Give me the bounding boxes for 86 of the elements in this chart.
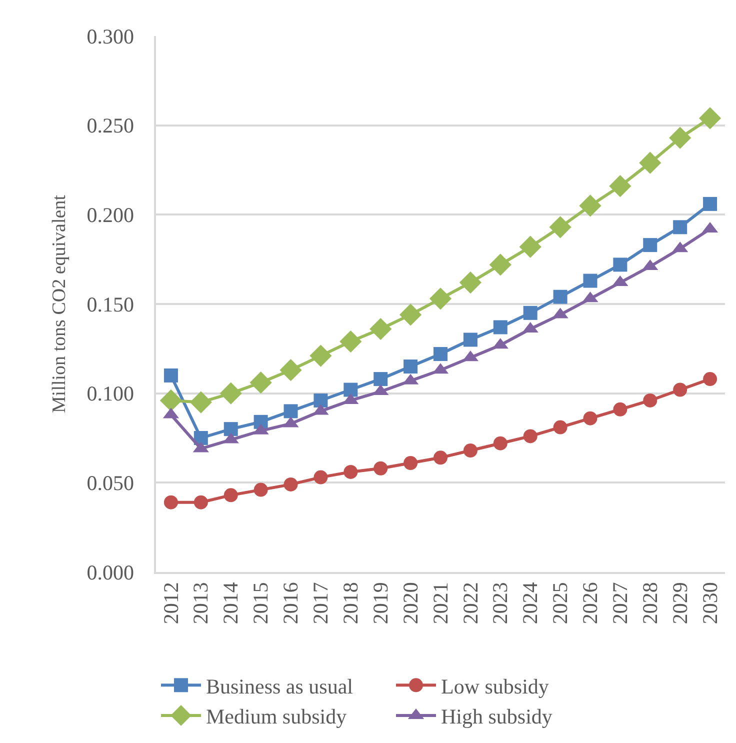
point (374, 372, 388, 386)
point (579, 194, 602, 217)
point (254, 482, 268, 497)
point (609, 175, 632, 198)
x-tick-label: 2018 (338, 582, 362, 624)
point (643, 393, 658, 408)
x-tick-label: 2026 (578, 582, 602, 624)
point (280, 359, 302, 382)
point (314, 393, 328, 408)
point (164, 495, 178, 510)
point (613, 402, 628, 416)
point (370, 318, 392, 340)
point (463, 332, 478, 347)
point (463, 444, 478, 458)
y-tick-label: 0.200 (86, 203, 134, 228)
point (519, 236, 542, 258)
y-axis-title: Million tons CO2 equivalent (49, 194, 70, 413)
x-tick-label: 2019 (368, 582, 392, 624)
point (344, 464, 358, 479)
point (314, 470, 328, 484)
point (583, 274, 598, 288)
point (224, 488, 238, 502)
point (404, 360, 418, 374)
x-tick-label: 2020 (398, 582, 422, 624)
point (284, 477, 298, 492)
point (703, 372, 718, 386)
point (220, 382, 242, 404)
point (190, 391, 212, 414)
point (703, 196, 718, 211)
point (250, 372, 272, 394)
point (284, 404, 298, 418)
y-tick-label: 0.000 (86, 560, 134, 584)
y-tick-label: 0.150 (86, 292, 134, 316)
point (613, 258, 628, 272)
point (429, 288, 452, 310)
x-tick-label: 2030 (698, 582, 722, 624)
point (643, 238, 658, 252)
point (549, 216, 572, 238)
x-tick-label: 2025 (548, 582, 572, 624)
x-tick-label: 2023 (488, 582, 512, 624)
y-tick-label: 0.300 (86, 24, 134, 48)
point (669, 126, 692, 149)
point (523, 429, 538, 444)
x-tick-label: 2027 (608, 582, 632, 624)
point (194, 495, 208, 510)
y-tick-label: 0.050 (86, 471, 134, 496)
point (493, 320, 508, 334)
x-tick-label: 2016 (278, 582, 303, 624)
x-tick-label: 2021 (428, 582, 452, 624)
point (340, 330, 362, 353)
point (493, 436, 508, 450)
y-tick-label: 0.250 (86, 114, 134, 138)
point (164, 368, 178, 382)
y-tick-label: 0.100 (86, 382, 134, 406)
legend-label: Business as usual (206, 674, 354, 698)
x-tick-label: 2017 (308, 582, 333, 624)
x-tick-label: 2014 (218, 582, 243, 624)
x-tick-label: 2022 (458, 582, 482, 624)
point (374, 461, 388, 476)
legend-label: High subsidy (441, 704, 553, 729)
point (698, 107, 722, 130)
point (523, 306, 538, 320)
point (673, 382, 688, 397)
point (673, 220, 688, 234)
point (459, 272, 482, 294)
x-tick-label: 2015 (248, 582, 273, 624)
point (583, 411, 598, 426)
point (310, 344, 332, 367)
point (160, 389, 182, 412)
point (553, 290, 568, 304)
x-tick-label: 2013 (188, 582, 213, 624)
x-tick-label: 2029 (668, 582, 692, 624)
point (639, 152, 662, 174)
x-tick-label: 2028 (638, 582, 662, 624)
point (344, 382, 358, 397)
point (400, 304, 422, 326)
point (404, 456, 418, 470)
point (553, 420, 568, 434)
point (224, 422, 238, 436)
legend-label: Medium subsidy (206, 704, 348, 729)
legend-label: Low subsidy (441, 674, 550, 698)
point (489, 254, 512, 276)
point (434, 450, 448, 465)
x-tick-label: 2012 (158, 582, 183, 624)
point (434, 347, 448, 362)
x-tick-label: 2024 (518, 582, 542, 624)
